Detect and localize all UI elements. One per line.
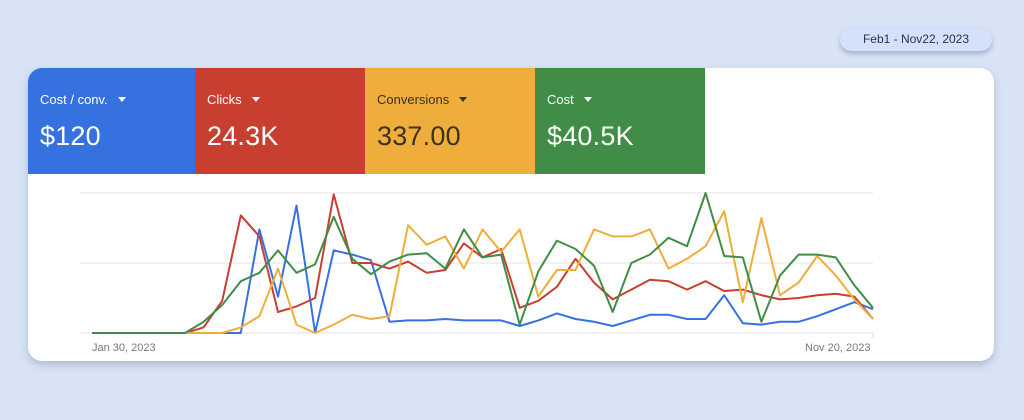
series-line-clicks (92, 193, 874, 334)
metric-tile-cost[interactable]: Cost $40.5K (535, 68, 705, 174)
metric-value: $40.5K (547, 121, 634, 151)
metric-label: Cost / conv. (40, 92, 108, 107)
dropdown-caret-icon[interactable] (459, 97, 468, 102)
dropdown-caret-icon[interactable] (583, 97, 592, 102)
x-axis-end-label: Nov 20, 2023 (805, 342, 871, 354)
metric-label: Cost (547, 92, 574, 107)
series-line-conversions (92, 210, 874, 334)
metric-tiles: Cost / conv. $120 Clicks 24.3K Conversio… (28, 68, 705, 174)
metric-tile-clicks[interactable]: Clicks 24.3K (195, 68, 365, 174)
metric-value: 337.00 (377, 121, 461, 151)
x-axis-start-label: Jan 30, 2023 (92, 342, 156, 354)
metric-label: Clicks (207, 92, 242, 107)
metric-tile-conversions[interactable]: Conversions 337.00 (365, 68, 535, 174)
metric-tile-cost-per-conv[interactable]: Cost / conv. $120 (28, 68, 195, 174)
dropdown-caret-icon[interactable] (251, 97, 260, 102)
metric-value: $120 (40, 121, 101, 151)
metric-value: 24.3K (207, 121, 279, 151)
line-chart (80, 192, 874, 338)
series-line-cost-conv- (92, 204, 874, 334)
metric-label: Conversions (377, 92, 450, 107)
performance-card: Cost / conv. $120 Clicks 24.3K Conversio… (28, 68, 994, 361)
dropdown-caret-icon[interactable] (117, 97, 126, 102)
date-range-button[interactable]: Feb1 - Nov22, 2023 (840, 28, 992, 51)
series-line-cost (92, 192, 874, 334)
